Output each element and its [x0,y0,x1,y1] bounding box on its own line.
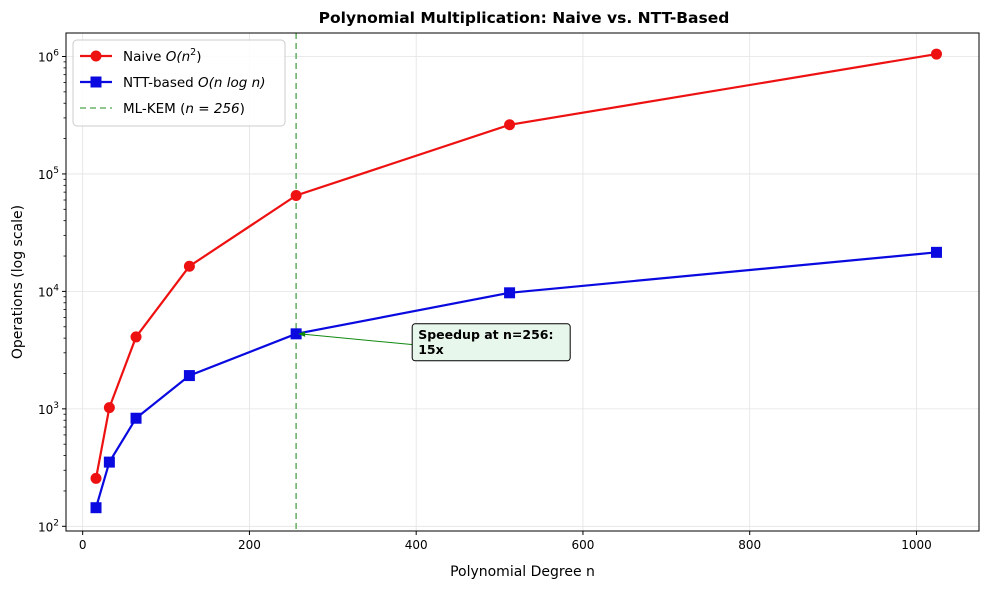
data-point-ntt [90,502,102,514]
y-tick-base: 10 [38,168,53,182]
x-tick-label: 200 [238,538,261,552]
y-tick-exponent: 2 [53,518,59,528]
data-point-naive [504,119,516,131]
legend-mlkem-main: ML-KEM ( [123,101,185,117]
y-tick-base: 10 [38,520,53,534]
annotation-line-1: Speedup at n=256: [418,327,553,342]
legend-box [72,39,286,127]
y-tick-label: 104 [38,283,59,299]
y-tick-label: 102 [38,518,59,534]
legend-naive-sup: 2 [190,47,196,58]
y-tick-exponent: 3 [53,401,59,411]
x-tick-label: 800 [738,538,761,552]
x-tick-label: 400 [405,538,428,552]
legend-label-naive: Naive O(n2) [123,47,202,65]
y-tick-base: 10 [38,403,53,417]
legend-mlkem-math: n = 256 [185,101,239,117]
x-tick-label: 600 [571,538,594,552]
x-tick-label: 1000 [901,538,932,552]
legend-label-ml-kem: ML-KEM (n = 256) [123,101,245,117]
data-point-ntt [130,412,142,424]
legend-label-ntt: NTT-based O(n log n) [123,75,265,91]
legend-ntt-math: O(n log n) [198,75,265,91]
data-point-naive [930,48,942,60]
annotation-arrowhead [298,331,306,337]
y-tick-label: 105 [38,166,59,182]
x-axis-label: Polynomial Degree n [450,564,595,580]
legend-marker-ntt [90,76,102,88]
y-tick-label: 106 [38,48,59,64]
data-point-naive [90,472,102,484]
annotation-box [411,323,571,362]
y-tick-label: 103 [38,401,59,417]
data-point-naive [183,260,195,272]
data-point-ntt [183,370,195,382]
y-tick-exponent: 4 [53,283,59,293]
data-point-ntt [103,456,115,468]
y-tick-base: 10 [38,285,53,299]
legend-ntt-main: NTT-based [123,75,198,91]
data-point-naive [130,331,142,343]
legend-marker-naive [90,50,102,62]
y-tick-exponent: 5 [53,166,59,176]
x-tick-label: 0 [79,538,87,552]
legend-mlkem-tail: ) [240,101,245,117]
legend-naive-math: O(n [166,49,190,65]
annotation-line-2: 15x [418,342,443,357]
legend-naive-main: Naive [123,49,166,65]
legend: Naive O(n2) NTT-based O(n log n) ML-KEM (n… [72,39,286,127]
data-point-naive [103,402,115,414]
y-tick-exponent: 6 [53,48,59,58]
grid [66,33,979,531]
annotation-arrow [300,333,415,346]
axes-frame [65,32,980,532]
legend-naive-tail: ) [196,49,201,65]
data-point-ntt [504,287,516,299]
y-axis-label: Operations (log scale) [10,205,26,359]
series-group [90,48,942,514]
chart-title: Polynomial Multiplication: Naive vs. NTT… [319,9,730,27]
y-tick-base: 10 [38,50,53,64]
annotation-group: Speedup at n=256:15x [298,323,571,362]
data-point-naive [290,189,302,201]
data-point-ntt [930,246,942,258]
data-point-ntt [290,328,302,340]
x-axis-ticks: 0 200 400 600 800 1000 [79,531,932,552]
